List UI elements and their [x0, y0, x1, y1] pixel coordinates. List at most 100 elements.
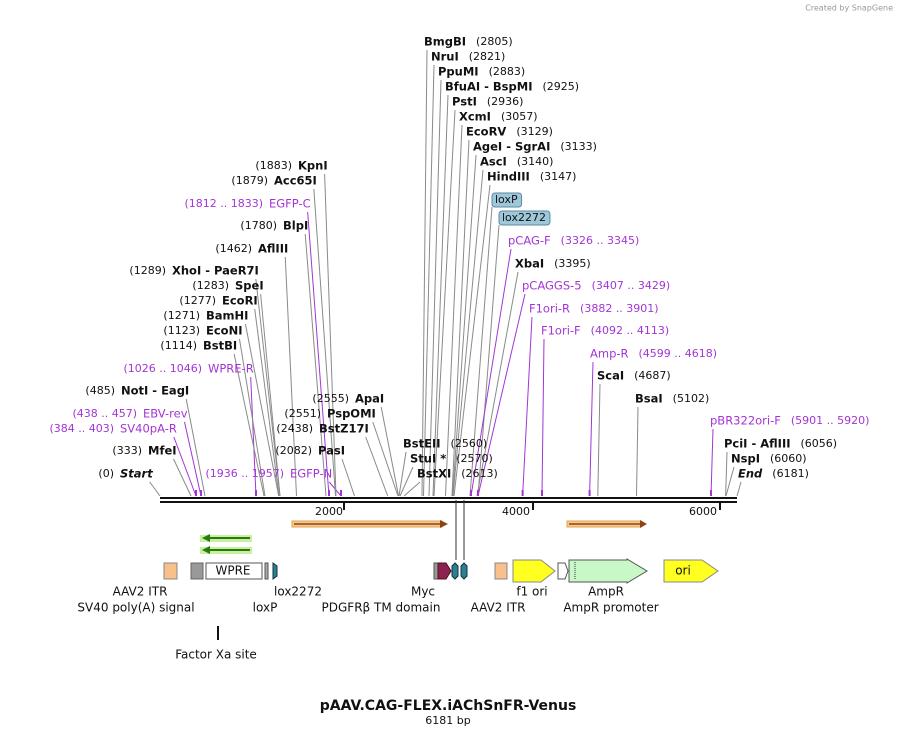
feature-label: WPRE	[215, 564, 250, 578]
site-position: (1123)	[163, 324, 200, 337]
leader-line	[421, 49, 428, 497]
site-name: ScaI	[597, 369, 624, 383]
feature-label: loxP	[253, 601, 278, 615]
orf-arrows	[200, 520, 647, 554]
leader-line	[445, 124, 463, 497]
map-title: pAAV.CAG-FLEX.iAChSnFR-Venus	[320, 698, 577, 714]
site-name: Start	[120, 467, 153, 481]
leader-line	[522, 316, 533, 497]
site-name: AgeI - SgrAI	[473, 140, 550, 154]
site-name: Acc65I	[274, 174, 317, 188]
leader-line	[541, 338, 545, 497]
leader-line	[470, 248, 512, 497]
site-position: (4092 .. 4113)	[591, 324, 670, 337]
site-position: (3057)	[501, 110, 538, 123]
site-position: (1883)	[255, 159, 292, 172]
site-name: BmgBI	[424, 35, 466, 49]
leader-line	[313, 188, 336, 497]
feature-label: PDGFRβ TM domain	[322, 601, 441, 615]
site-position: (1462)	[215, 242, 252, 255]
site-position: (5102)	[673, 392, 710, 405]
site-position: (1780)	[240, 219, 277, 232]
site-position: (1277)	[179, 294, 216, 307]
site-name: NspI	[731, 452, 760, 466]
leader-line	[255, 278, 281, 497]
tag-label: loxP	[495, 193, 518, 206]
leader-line	[341, 458, 355, 497]
site-position: (3129)	[516, 125, 553, 138]
leader-line	[284, 256, 297, 497]
site-position: (1026 .. 1046)	[123, 362, 202, 375]
leader-line	[173, 436, 197, 497]
feature-label: AmpR promoter	[563, 601, 658, 615]
site-name: SV40pA-R	[120, 422, 177, 436]
site-name: EGFP-N	[290, 467, 332, 481]
site-position: (1936 .. 1957)	[205, 467, 284, 480]
site-position: (4687)	[634, 369, 671, 382]
leader-line	[398, 451, 407, 497]
site-name: EcoRI	[222, 294, 258, 308]
site-name: XhoI - PaeR7I	[172, 264, 259, 278]
site-name: BlpI	[283, 219, 308, 233]
site-name: XcmI	[459, 110, 491, 124]
site-position: (2570)	[456, 452, 493, 465]
site-position: (6181)	[772, 467, 809, 480]
site-position: (0)	[98, 467, 114, 480]
leader-line	[476, 271, 519, 497]
site-name: BstZ17I	[319, 422, 369, 436]
feature-label: f1 ori	[516, 585, 547, 599]
site-position: (2555)	[312, 392, 349, 405]
leader-line	[477, 224, 500, 497]
site-name: MfeI	[148, 444, 177, 458]
site-name: BamHI	[206, 309, 248, 323]
site-position: (2560)	[451, 437, 488, 450]
leader-line	[725, 466, 735, 497]
leader-line	[736, 481, 742, 497]
axis-tick-label: 2000	[315, 505, 343, 518]
leader-line	[233, 353, 265, 497]
leader-line	[250, 376, 257, 497]
site-name: NotI - EagI	[121, 384, 189, 398]
leader-line	[452, 154, 477, 497]
site-name: BsaI	[635, 392, 663, 406]
site-name: KpnI	[298, 159, 328, 173]
axis-tick-label: 4000	[502, 505, 530, 518]
site-position: (1879)	[231, 174, 268, 187]
site-name: EGFP-C	[269, 197, 311, 211]
site-name: pCAGGS-5	[522, 279, 582, 293]
site-name: BstBI	[203, 339, 237, 353]
site-position: (3882 .. 3901)	[580, 302, 659, 315]
leader-line	[725, 451, 728, 497]
site-name: EBV-rev	[143, 407, 188, 421]
watermark: Created by SnapGene	[805, 4, 893, 13]
site-name: EcoRV	[466, 125, 506, 139]
leader-line	[184, 421, 202, 497]
leader-line	[710, 428, 714, 497]
leader-line	[173, 458, 192, 497]
leader-line	[244, 323, 280, 497]
site-position: (438 .. 457)	[72, 407, 137, 420]
site-name: F1ori-F	[541, 324, 581, 338]
site-position: (4599 .. 4618)	[639, 347, 718, 360]
leader-line	[432, 94, 449, 497]
leader-line	[149, 481, 161, 497]
leader-line	[307, 211, 330, 497]
site-name: BstXI	[417, 467, 451, 481]
site-position: (2821)	[469, 50, 506, 63]
feature-label: SV40 poly(A) signal	[77, 601, 194, 615]
leader-line	[260, 293, 281, 497]
site-name: pBR322ori-F	[710, 414, 781, 428]
site-position: (3407 .. 3429)	[592, 279, 671, 292]
site-name: AscI	[480, 155, 507, 169]
site-name: StuI *	[410, 452, 446, 466]
site-position: (2551)	[284, 407, 321, 420]
feature-shapes	[163, 500, 719, 640]
site-position: (485)	[85, 384, 115, 397]
feature-label: lox2272	[274, 585, 322, 599]
site-position: (2925)	[542, 80, 579, 93]
leader-line	[477, 293, 526, 497]
tag-box	[491, 192, 523, 208]
site-name: PciI - AflIII	[724, 437, 791, 451]
site-position: (333)	[112, 444, 142, 457]
site-position: (2883)	[489, 65, 526, 78]
